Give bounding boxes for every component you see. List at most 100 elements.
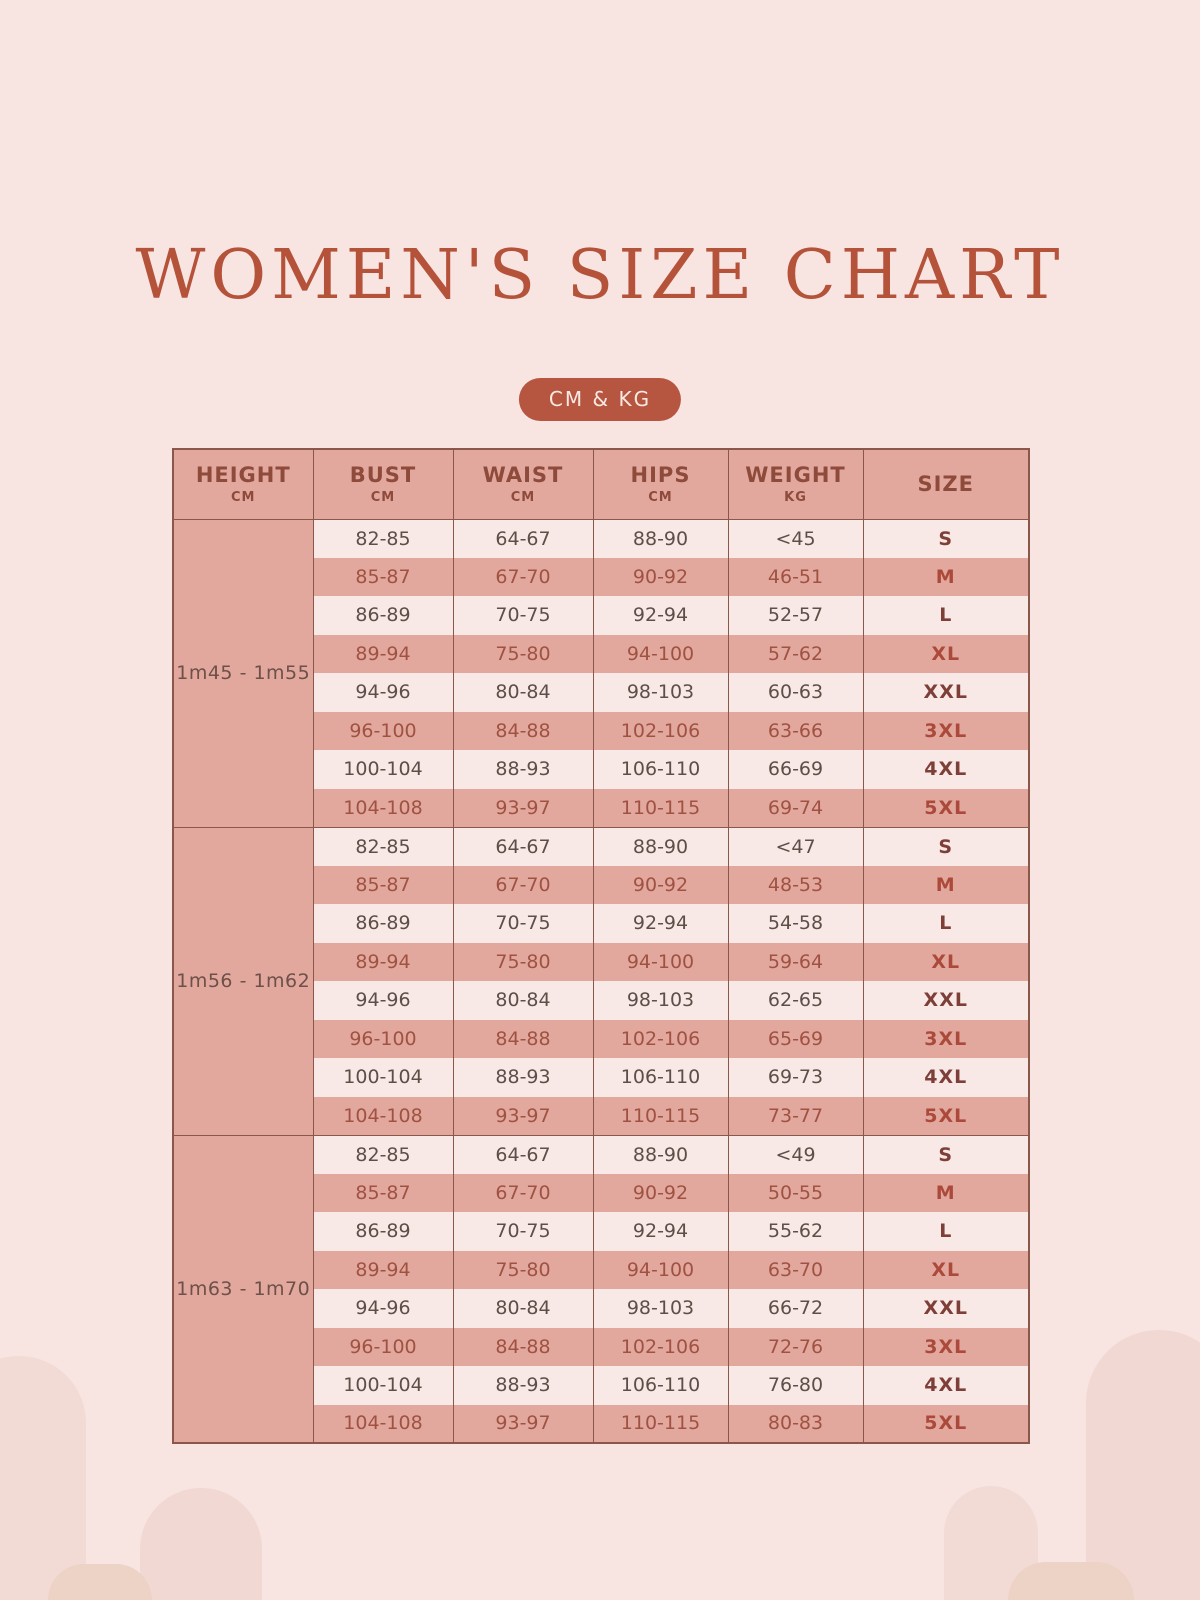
waist-value: 70-75 [452, 596, 594, 635]
size-value: L [862, 904, 1030, 943]
size-row-s: 1m45 - 1m55 82-85 64-67 88-90 <45 S [172, 519, 1030, 827]
weight-value: <47 [727, 826, 864, 866]
hips-value: 88-90 [592, 826, 729, 866]
weight-value: 66-72 [727, 1289, 864, 1328]
height-group-label: 1m45 - 1m55 [172, 519, 314, 827]
size-row-xl: 89-94 75-80 94-100 59-64 XL [173, 942, 1030, 981]
weight-value: <49 [727, 1134, 864, 1174]
size-value: M [862, 557, 1030, 596]
column-header-label: HEIGHT [195, 463, 291, 488]
hips-value: 94-100 [592, 942, 729, 981]
column-header-hips: HIPS CM [592, 449, 729, 520]
size-row-xl: 89-94 75-80 94-100 63-70 XL [173, 1250, 1030, 1289]
hips-value: 106-110 [592, 1366, 729, 1405]
weight-value: 55-62 [727, 1212, 864, 1251]
waist-value: 64-67 [452, 826, 594, 866]
bust-value: 82-85 [312, 519, 454, 558]
bust-value: 85-87 [312, 557, 454, 596]
hips-value: 88-90 [592, 519, 729, 558]
size-value: S [862, 826, 1030, 866]
bust-value: 96-100 [312, 1327, 454, 1366]
bust-value: 86-89 [312, 596, 454, 635]
waist-value: 80-84 [452, 981, 594, 1020]
table-header-row: HEIGHT CM BUST CM WAIST CM HIPS CM WEIGHT KG SIZE [172, 449, 1030, 520]
waist-value: 64-67 [452, 519, 594, 558]
bust-value: 86-89 [312, 904, 454, 943]
hips-value: 98-103 [592, 981, 729, 1020]
size-value: 5XL [862, 1096, 1030, 1135]
size-row-3xl: 96-100 84-88 102-106 65-69 3XL [173, 1019, 1030, 1058]
weight-value: <45 [727, 519, 864, 558]
bust-value: 104-108 [312, 788, 454, 827]
size-row-l: 86-89 70-75 92-94 54-58 L [173, 904, 1030, 943]
weight-value: 60-63 [727, 673, 864, 712]
column-header-label: BUST [349, 463, 417, 488]
size-chart-table: HEIGHT CM BUST CM WAIST CM HIPS CM WEIGHT KG SIZE … [172, 448, 1030, 1444]
hips-value: 106-110 [592, 750, 729, 789]
size-value: 3XL [862, 1019, 1030, 1058]
decorative-arch-bottom-left-small [48, 1564, 152, 1600]
size-value: L [862, 596, 1030, 635]
hips-value: 102-106 [592, 1327, 729, 1366]
hips-value: 94-100 [592, 634, 729, 673]
column-header-weight: WEIGHT KG [727, 449, 864, 520]
column-header-label: SIZE [917, 472, 974, 497]
column-header-unit: CM [231, 490, 256, 506]
size-value: 3XL [862, 1327, 1030, 1366]
column-header-waist: WAIST CM [452, 449, 594, 520]
waist-value: 75-80 [452, 942, 594, 981]
size-value: L [862, 1212, 1030, 1251]
bust-value: 96-100 [312, 711, 454, 750]
bust-value: 100-104 [312, 1366, 454, 1405]
waist-value: 75-80 [452, 634, 594, 673]
weight-value: 69-73 [727, 1058, 864, 1097]
size-row-xxl: 94-96 80-84 98-103 60-63 XXL [173, 673, 1030, 712]
size-value: M [862, 1173, 1030, 1212]
column-header-unit: CM [370, 490, 396, 506]
decorative-arch-bottom-left-large [0, 1356, 86, 1600]
size-row-m: 85-87 67-70 90-92 46-51 M [173, 557, 1030, 596]
waist-value: 84-88 [452, 1019, 594, 1058]
bust-value: 85-87 [312, 865, 454, 904]
size-value: M [862, 865, 1030, 904]
hips-value: 94-100 [592, 1250, 729, 1289]
bust-value: 89-94 [312, 1250, 454, 1289]
weight-value: 63-70 [727, 1250, 864, 1289]
size-value: S [862, 1134, 1030, 1174]
size-value: 4XL [862, 1366, 1030, 1405]
waist-value: 88-93 [452, 1366, 594, 1405]
weight-value: 63-66 [727, 711, 864, 750]
waist-value: 84-88 [452, 711, 594, 750]
bust-value: 94-96 [312, 981, 454, 1020]
size-value: XL [862, 1250, 1030, 1289]
column-header-unit: CM [510, 490, 536, 506]
size-row-5xl: 104-108 93-97 110-115 73-77 5XL [173, 1096, 1030, 1135]
size-row-m: 85-87 67-70 90-92 50-55 M [173, 1173, 1030, 1212]
waist-value: 67-70 [452, 865, 594, 904]
hips-value: 90-92 [592, 557, 729, 596]
size-row-4xl: 100-104 88-93 106-110 69-73 4XL [173, 1058, 1030, 1097]
size-value: XXL [862, 1289, 1030, 1328]
column-header-label: WAIST [482, 463, 564, 488]
hips-value: 90-92 [592, 865, 729, 904]
decorative-arch-bottom-left-medium [140, 1488, 262, 1600]
units-badge: CM & KG [518, 378, 682, 421]
hips-value: 92-94 [592, 1212, 729, 1251]
height-group-label: 1m56 - 1m62 [172, 826, 314, 1135]
bust-value: 94-96 [312, 1289, 454, 1328]
column-header-bust: BUST CM [312, 449, 454, 520]
weight-value: 52-57 [727, 596, 864, 635]
size-value: 5XL [862, 1404, 1030, 1443]
waist-value: 70-75 [452, 904, 594, 943]
bust-value: 89-94 [312, 942, 454, 981]
waist-value: 88-93 [452, 750, 594, 789]
hips-value: 98-103 [592, 1289, 729, 1328]
column-header-label: HIPS [630, 463, 691, 488]
weight-value: 73-77 [727, 1096, 864, 1135]
weight-value: 62-65 [727, 981, 864, 1020]
bust-value: 89-94 [312, 634, 454, 673]
table-header: HEIGHT CM BUST CM WAIST CM HIPS CM WEIGHT KG SIZE [172, 449, 1030, 520]
weight-value: 66-69 [727, 750, 864, 789]
weight-value: 59-64 [727, 942, 864, 981]
size-row-4xl: 100-104 88-93 106-110 66-69 4XL [173, 750, 1030, 789]
